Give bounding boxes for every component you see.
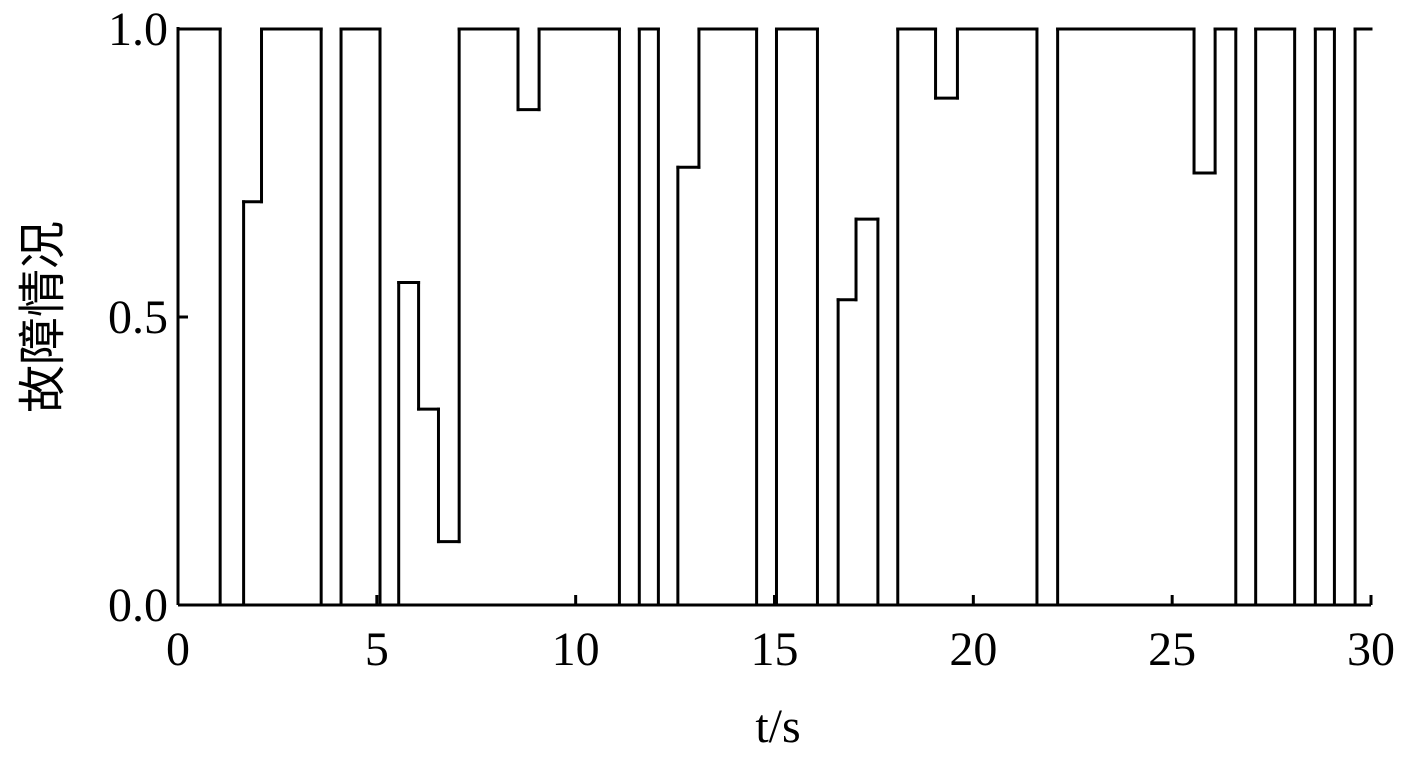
x-tick-label: 0	[166, 623, 190, 676]
x-tick-label: 15	[751, 623, 799, 676]
y-tick-label: 1.0	[108, 3, 168, 56]
x-tick-label: 25	[1148, 623, 1196, 676]
y-tick-label: 0.0	[108, 579, 168, 632]
y-tick-label: 0.5	[108, 291, 168, 344]
x-tick-label: 5	[365, 623, 389, 676]
x-tick-label: 10	[552, 623, 600, 676]
x-tick-label: 20	[949, 623, 997, 676]
x-axis-label: t/s	[755, 700, 800, 753]
x-tick-label: 30	[1347, 623, 1395, 676]
y-axis-label: 故障情况	[17, 221, 70, 413]
